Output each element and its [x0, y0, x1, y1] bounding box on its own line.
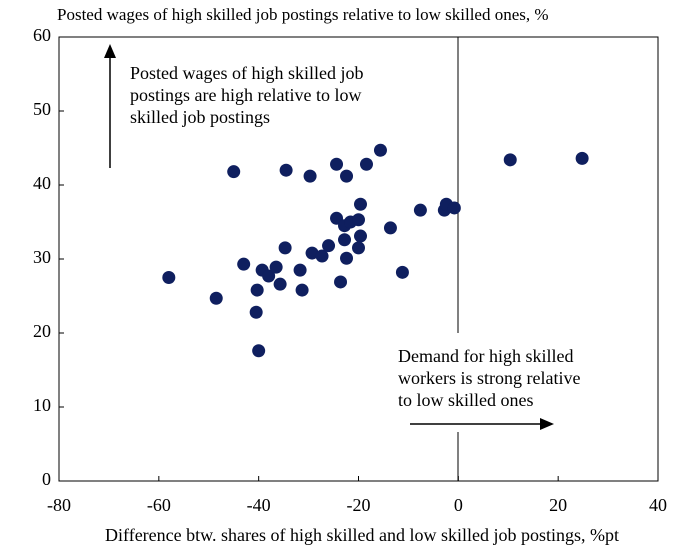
data-point	[162, 271, 176, 284]
data-point	[269, 260, 283, 274]
data-point	[340, 169, 354, 183]
data-point	[279, 163, 293, 177]
annotation-line: skilled job postings	[130, 107, 270, 127]
data-point	[209, 291, 223, 305]
data-point	[295, 283, 309, 297]
data-point	[352, 241, 365, 255]
y-tick-label: 60	[33, 25, 51, 45]
x-tick-label: -60	[147, 495, 171, 515]
x-tick-label: -80	[47, 495, 71, 515]
data-point	[395, 265, 409, 279]
data-point	[338, 233, 352, 247]
y-tick-label: 0	[42, 469, 51, 489]
arrow-head	[104, 44, 116, 58]
y-tick-label: 50	[33, 99, 51, 119]
data-point	[262, 269, 276, 283]
x-tick-label: 0	[454, 495, 463, 515]
x-tick-label: 40	[649, 495, 667, 515]
data-point	[322, 239, 336, 253]
annotation-line: postings are high relative to low	[130, 85, 361, 105]
data-point	[352, 213, 365, 227]
chart-title: Posted wages of high skilled job posting…	[57, 5, 549, 24]
data-point	[447, 201, 461, 215]
data-point	[373, 143, 387, 157]
data-point	[383, 221, 397, 235]
data-point	[249, 305, 263, 319]
data-point	[353, 229, 367, 243]
data-point	[237, 257, 251, 271]
data-point	[273, 277, 287, 291]
annotation-line: Demand for high skilled	[398, 346, 573, 366]
data-point	[250, 283, 264, 297]
data-point	[575, 151, 589, 165]
data-point	[330, 157, 344, 171]
y-tick-label: 30	[33, 247, 51, 267]
data-point	[293, 263, 307, 277]
data-point	[413, 203, 427, 217]
annotation-line: Posted wages of high skilled job	[130, 63, 363, 83]
data-point	[334, 275, 348, 289]
x-axis-label: Difference btw. shares of high skilled a…	[105, 525, 619, 545]
arrow-head	[540, 418, 554, 430]
data-point	[305, 246, 319, 260]
data-point	[353, 197, 367, 211]
data-point	[340, 251, 354, 265]
y-tick-label: 40	[33, 173, 51, 193]
data-point	[503, 153, 517, 167]
data-point	[227, 165, 241, 179]
data-point	[303, 169, 317, 183]
annotation: Posted wages of high skilled jobpostings…	[130, 63, 363, 127]
data-point	[278, 241, 292, 255]
x-tick-label: -40	[247, 495, 271, 515]
annotation-line: workers is strong relative	[398, 368, 580, 388]
y-tick-label: 10	[33, 395, 51, 415]
x-tick-label: 20	[549, 495, 567, 515]
y-tick-label: 20	[33, 321, 51, 341]
x-tick-label: -20	[347, 495, 371, 515]
data-point	[359, 157, 373, 171]
data-point	[252, 344, 266, 358]
annotation-line: to low skilled ones	[398, 390, 534, 410]
data-point	[315, 249, 329, 263]
